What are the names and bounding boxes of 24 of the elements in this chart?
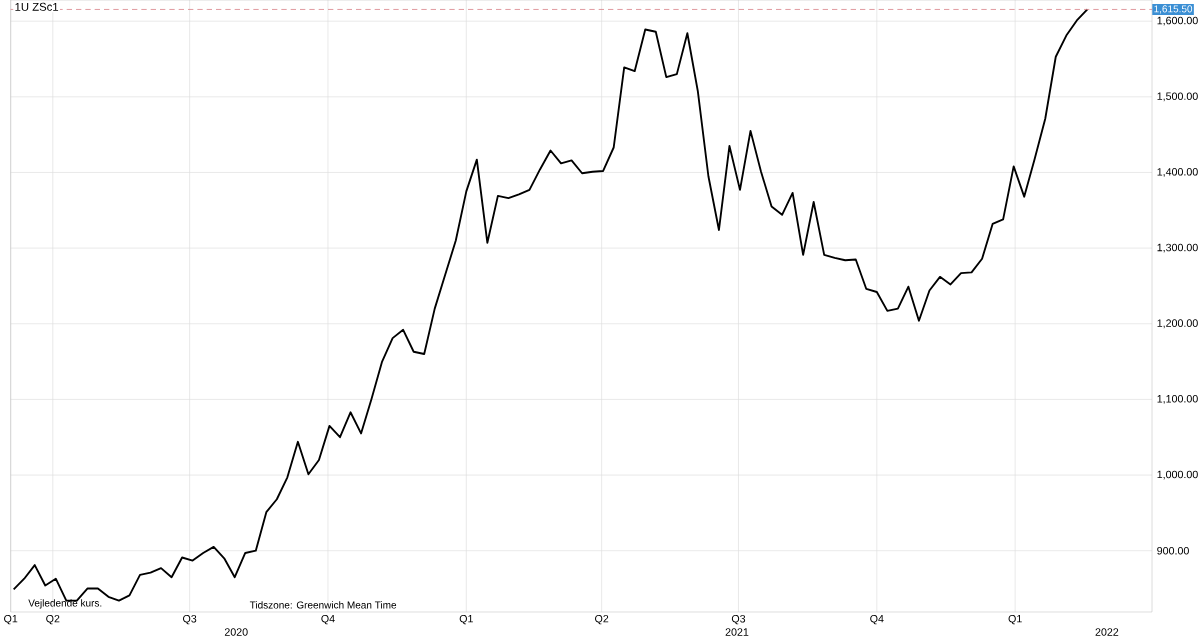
- y-tick-label: 1,500.00: [1157, 92, 1198, 102]
- y-tick-label: 1,400.00: [1157, 168, 1198, 177]
- x-tick-label: Q1: [4, 614, 18, 625]
- x-tick-label: Q2: [46, 614, 60, 625]
- x2-tick-label: 2022: [1095, 628, 1119, 636]
- y-tick-label: 1,300.00: [1157, 243, 1198, 253]
- y-tick-label: 900.00: [1157, 546, 1189, 555]
- y-tick-label: 1,200.00: [1157, 319, 1198, 329]
- chart-title: 1U ZSc1: [15, 2, 59, 11]
- x-tick-label: Q3: [731, 614, 746, 625]
- annotation: Vejledende kurs.: [28, 599, 102, 609]
- y-tick-label: 1,000.00: [1157, 470, 1198, 480]
- y-tick-label: 1,100.00: [1157, 395, 1198, 404]
- x-tick-label: Q1: [1008, 614, 1022, 625]
- x-tick-label: Q4: [870, 614, 884, 625]
- annotation: Tidszone: Greenwich Mean Time: [249, 601, 397, 609]
- x-tick-label: Q3: [183, 614, 197, 625]
- x-tick-label: Q4: [321, 614, 335, 625]
- x-tick-label: Q2: [595, 614, 609, 625]
- x2-tick-label: 2020: [224, 628, 248, 636]
- ref-line-label: 1,615.50: [1154, 5, 1193, 14]
- x2-tick-label: 2021: [725, 628, 749, 636]
- x-tick-label: Q1: [459, 614, 473, 625]
- y-tick-label: 1,600.00: [1157, 16, 1198, 26]
